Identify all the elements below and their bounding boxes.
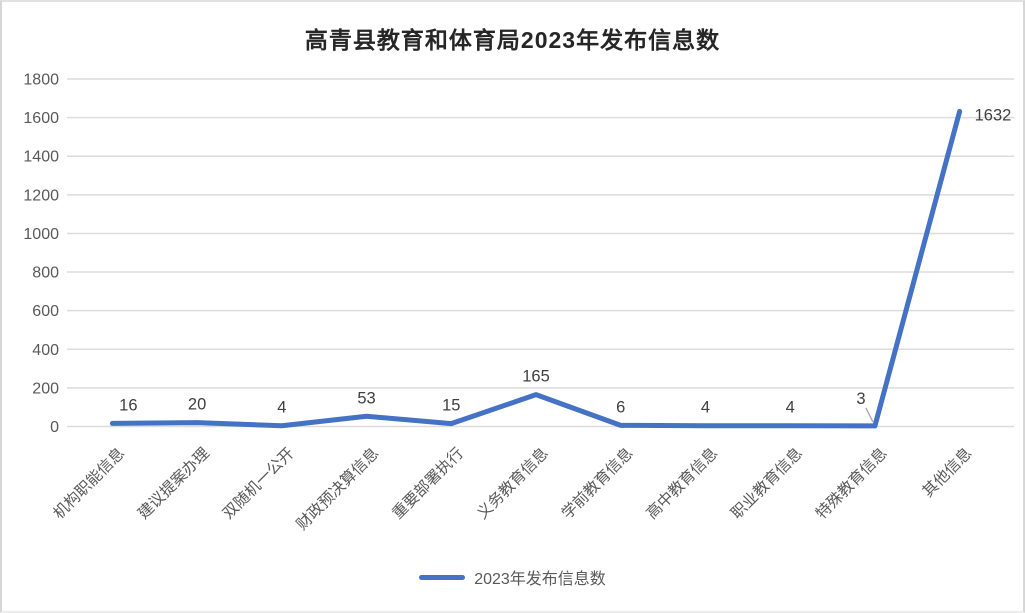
data-point-label: 1632 (975, 106, 1012, 124)
y-axis-tick-label: 1800 (23, 72, 59, 89)
data-point-label: 16 (119, 396, 137, 414)
y-axis-tick-label: 1600 (23, 110, 59, 127)
data-label-leader-line (865, 407, 874, 423)
data-point-label: 53 (357, 389, 375, 407)
x-axis-label: 重要部署执行 (389, 444, 467, 522)
data-point-label: 20 (188, 396, 206, 414)
chart-legend: 2023年发布信息数 (2, 565, 1023, 589)
y-axis-tick-label: 1000 (23, 226, 59, 243)
y-axis-tick-label: 1200 (23, 187, 59, 204)
legend-line-swatch (419, 574, 466, 580)
data-point-label: 4 (277, 399, 286, 417)
chart-title: 高青县教育和体育局2023年发布信息数 (304, 27, 721, 53)
y-axis-tick-label: 400 (32, 342, 59, 359)
y-axis-tick-label: 200 (32, 380, 59, 397)
x-axis-label: 双随机一公开 (219, 444, 297, 522)
series-line (109, 108, 963, 429)
x-axis-label: 建议提案办理 (134, 444, 212, 522)
data-point-label: 6 (616, 398, 625, 416)
data-point-label: 4 (786, 399, 795, 417)
y-axis-tick-label: 0 (50, 419, 59, 436)
y-axis-tick-label: 1400 (23, 149, 59, 166)
x-axis-label: 机构职能信息 (50, 444, 128, 522)
y-axis-tick-label: 600 (32, 303, 59, 320)
data-point-label: 165 (522, 368, 550, 386)
x-axis-label: 义务教育信息 (473, 444, 551, 522)
data-point-label: 3 (856, 390, 865, 408)
legend-series-label: 2023年发布信息数 (474, 571, 606, 588)
x-axis-label: 特殊教育信息 (812, 444, 890, 522)
data-point-label: 4 (701, 399, 710, 417)
x-axis-label: 高中教育信息 (643, 444, 721, 522)
x-axis-label: 财政预决算信息 (292, 443, 382, 533)
y-axis-tick-label: 800 (32, 265, 59, 282)
x-axis-label: 其他信息 (919, 444, 976, 501)
data-point-label: 15 (442, 397, 460, 415)
x-axis-label: 学前教育信息 (558, 444, 636, 522)
x-axis-label: 职业教育信息 (728, 444, 806, 522)
